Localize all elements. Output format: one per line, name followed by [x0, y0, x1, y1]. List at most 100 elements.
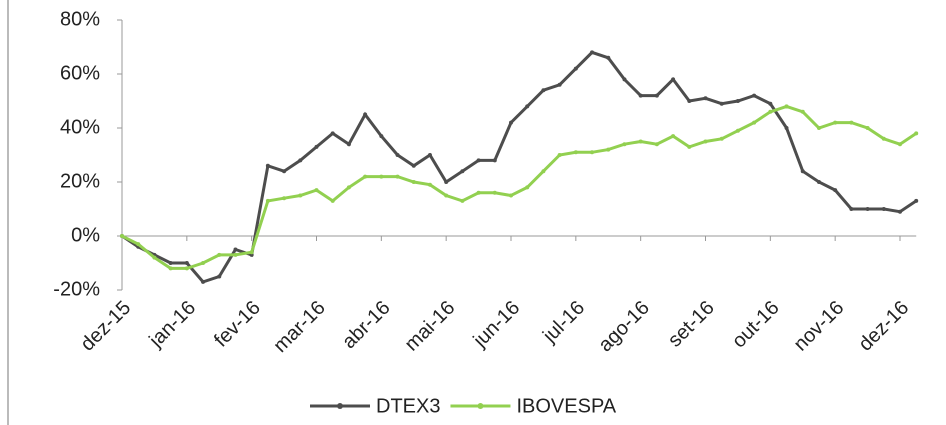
legend-marker: [337, 403, 343, 409]
point: [541, 88, 546, 93]
point: [638, 93, 643, 98]
point: [557, 82, 562, 87]
point: [492, 158, 497, 163]
point: [444, 180, 449, 184]
point: [346, 185, 351, 190]
point: [654, 142, 659, 147]
point: [282, 169, 287, 174]
point: [427, 182, 432, 187]
point: [671, 77, 676, 82]
y-tick-label: 0%: [71, 224, 100, 246]
point: [395, 174, 400, 179]
point: [217, 252, 222, 257]
point: [573, 66, 578, 71]
point: [671, 134, 676, 139]
point: [233, 247, 238, 252]
point: [168, 261, 173, 265]
y-tick-label: -20%: [53, 278, 100, 300]
point: [282, 196, 287, 201]
point: [379, 174, 384, 179]
point: [152, 255, 157, 260]
point: [914, 131, 919, 136]
point: [752, 120, 757, 125]
legend-label: DTEX3: [376, 395, 440, 417]
point: [363, 174, 368, 179]
point: [622, 77, 627, 82]
point: [687, 144, 692, 149]
point: [265, 198, 270, 203]
point: [833, 120, 838, 125]
point: [120, 234, 124, 238]
point: [136, 242, 141, 247]
x-tick-label: jul-16: [538, 297, 589, 348]
x-tick-label: nov-16: [790, 297, 849, 356]
point: [217, 274, 222, 279]
point: [298, 158, 303, 163]
series-line: [121, 50, 918, 284]
point: [735, 99, 740, 103]
point: [784, 126, 789, 130]
point: [881, 136, 886, 141]
point: [492, 190, 497, 195]
point: [898, 209, 902, 214]
point: [735, 128, 740, 133]
point: [768, 109, 773, 114]
x-tick-label: jan-16: [145, 297, 201, 353]
point: [590, 150, 595, 155]
point: [833, 188, 838, 193]
point: [849, 207, 854, 211]
x-tick-label: ago-16: [594, 297, 654, 357]
point: [590, 50, 595, 55]
point: [541, 169, 546, 174]
point: [411, 180, 416, 184]
x-tick-label: mai-16: [401, 297, 460, 356]
point: [427, 153, 432, 157]
point: [816, 126, 821, 130]
y-tick-label: 40%: [60, 116, 100, 138]
point: [476, 158, 481, 163]
point: [768, 101, 773, 106]
legend-label: IBOVESPA: [516, 395, 616, 417]
point: [703, 96, 708, 101]
legend-marker: [477, 403, 484, 409]
point: [719, 136, 724, 141]
point: [298, 193, 303, 198]
x-tick-label: out-16: [728, 297, 784, 353]
point: [687, 99, 692, 103]
point: [184, 266, 189, 271]
point: [265, 163, 270, 168]
x-tick-label: abr-16: [338, 297, 394, 353]
point: [525, 185, 530, 190]
y-tick-label: 80%: [60, 8, 100, 30]
series-line: [121, 104, 918, 270]
point: [719, 101, 724, 106]
point: [638, 139, 643, 144]
point: [168, 266, 173, 271]
point: [622, 142, 627, 147]
point: [914, 198, 919, 203]
point: [784, 104, 789, 109]
point: [476, 190, 481, 195]
point: [379, 134, 384, 139]
point: [865, 126, 870, 130]
point: [330, 198, 335, 203]
point: [800, 109, 805, 114]
point: [606, 147, 611, 152]
point: [233, 252, 238, 257]
point: [816, 180, 821, 184]
point: [752, 93, 757, 98]
point: [201, 279, 206, 284]
point: [606, 55, 611, 60]
point: [460, 198, 465, 203]
point: [509, 193, 513, 198]
point: [509, 120, 513, 125]
point: [460, 169, 465, 174]
point: [525, 104, 530, 109]
x-tick-label: dez-15: [76, 297, 135, 356]
x-tick-label: fev-16: [210, 297, 265, 352]
point: [363, 112, 368, 117]
point: [654, 93, 659, 98]
point: [444, 193, 449, 198]
x-tick-label: jun-16: [469, 297, 525, 353]
